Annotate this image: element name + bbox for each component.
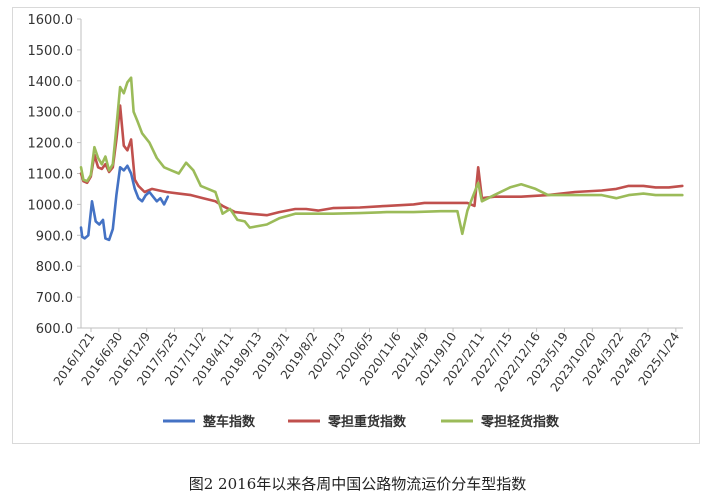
y-tick-label: 1200.0 [28, 137, 74, 152]
y-tick-label: 1100.0 [28, 168, 74, 183]
legend-label-3: 零担轻货指数 [480, 414, 560, 430]
legend-label-1: 整车指数 [202, 414, 256, 430]
series-line-2 [79, 104, 684, 217]
figure-caption: 图2 2016年以来各周中国公路物流运价分车型指数 [188, 475, 527, 493]
y-tick-label: 900.0 [36, 229, 73, 244]
y-tick-label: 800.0 [36, 260, 73, 275]
line-chart: 600.0 700.0 800.0 900.0 1000.0 1100.0 1200.0 13… [28, 13, 684, 430]
series-line-3 [79, 76, 684, 236]
y-tick-label: 1600.0 [28, 13, 74, 28]
y-tick-label: 1300.0 [28, 106, 74, 121]
legend-label-2: 零担重货指数 [327, 414, 407, 430]
y-tick-label: 1500.0 [28, 44, 74, 59]
y-tick-label: 600.0 [36, 322, 73, 337]
chart-frame: 600.0 700.0 800.0 900.0 1000.0 1100.0 1200.0 13… [12, 7, 700, 444]
y-tick-label: 700.0 [36, 291, 73, 306]
series-line-1 [79, 164, 170, 242]
y-tick-label: 1400.0 [28, 75, 74, 90]
y-tick-label: 1000.0 [28, 198, 74, 213]
